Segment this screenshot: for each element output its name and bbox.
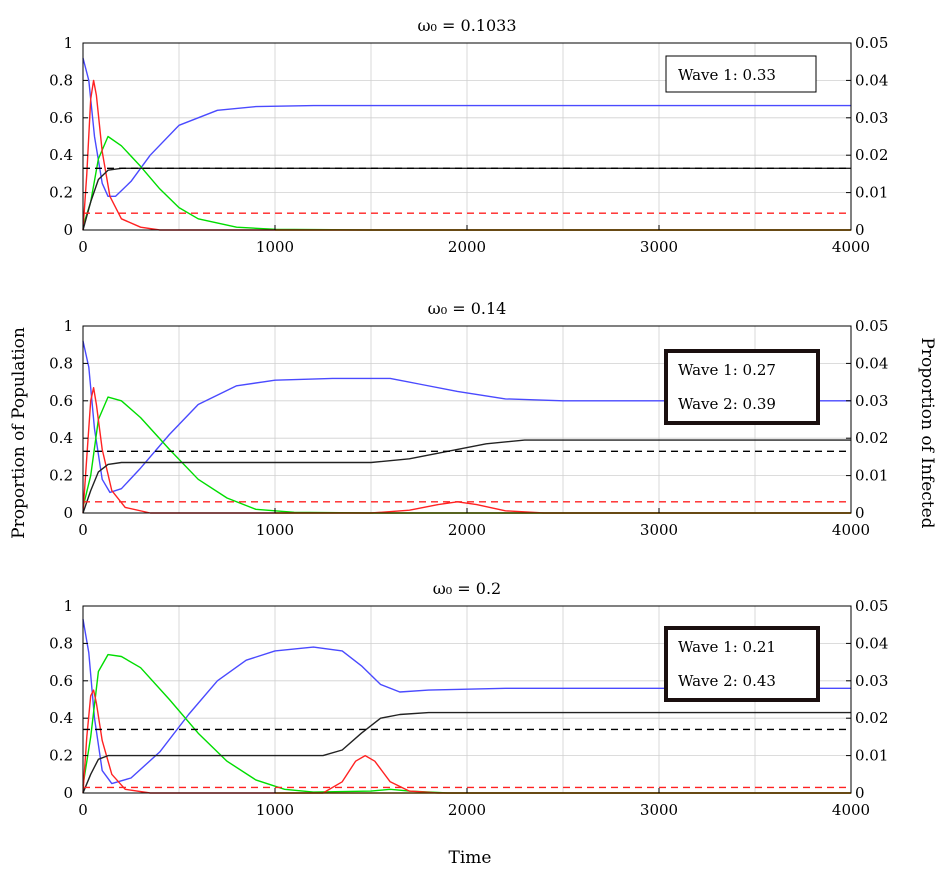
y-tick-label-left: 0.2 (49, 467, 73, 485)
x-axis-label: Time (449, 848, 492, 868)
y-tick-label-right: 0 (855, 504, 865, 522)
annotation-box (665, 55, 817, 93)
x-tick-label: 2000 (448, 521, 486, 539)
y-tick-label-left: 0.6 (49, 672, 73, 690)
y-tick-label-right: 0.01 (855, 184, 888, 202)
y-tick-label-right: 0.03 (855, 109, 888, 127)
x-tick-label: 3000 (640, 521, 678, 539)
y-tick-label-right: 0.04 (855, 354, 888, 372)
x-tick-label: 1000 (256, 801, 294, 819)
series-line-1 (82, 618, 851, 785)
series-line-1 (82, 57, 851, 197)
y-tick-label-left: 0.6 (49, 392, 73, 410)
x-tick-label: 3000 (640, 238, 678, 256)
y-tick-label-left: 0 (63, 221, 73, 239)
y-tick-label-right: 0.02 (855, 709, 888, 727)
y-tick-label-left: 0 (63, 504, 73, 522)
y-tick-label-left: 1 (63, 597, 73, 615)
x-tick-label: 1000 (256, 521, 294, 539)
annotation-box (664, 626, 820, 702)
series-line-2 (82, 653, 851, 794)
y-tick-label-right: 0.02 (855, 429, 888, 447)
y-tick-label-right: 0.01 (855, 467, 888, 485)
y-tick-label-left: 0 (63, 784, 73, 802)
y-tick-label-left: 0.2 (49, 747, 73, 765)
y-tick-label-right: 0.03 (855, 672, 888, 690)
y-axis-label-left: Proportion of Population (9, 327, 29, 539)
series-line-3 (82, 79, 851, 231)
annotation-text: Wave 2: 0.39 (678, 395, 776, 413)
x-tick-label: 3000 (640, 801, 678, 819)
annotation-text: Wave 2: 0.43 (678, 672, 776, 690)
annotation-text: Wave 1: 0.21 (678, 638, 776, 656)
x-tick-label: 2000 (448, 801, 486, 819)
y-tick-label-right: 0 (855, 221, 865, 239)
y-tick-label-left: 1 (63, 34, 73, 52)
chart-title: ω₀ = 0.1033 (417, 16, 516, 35)
series-line-1 (82, 340, 851, 494)
y-tick-label-right: 0.01 (855, 747, 888, 765)
x-tick-label: 0 (78, 801, 88, 819)
y-tick-label-left: 0.2 (49, 184, 73, 202)
x-tick-label: 2000 (448, 238, 486, 256)
y-tick-label-right: 0.05 (855, 597, 888, 615)
chart-title: ω₀ = 0.2 (433, 579, 501, 598)
x-tick-label: 0 (78, 238, 88, 256)
y-tick-label-right: 0.02 (855, 146, 888, 164)
y-axis-label-right: Proportion of Infected (917, 337, 937, 528)
series-line-4 (82, 439, 851, 514)
x-tick-label: 4000 (832, 238, 870, 256)
chart-panel-2: ω₀ = 0.140 1000 2000 3000 400000.20.40.60.81… (49, 299, 888, 539)
y-tick-label-right: 0.05 (855, 34, 888, 52)
y-tick-label-right: 0.05 (855, 317, 888, 335)
x-tick-label: 4000 (832, 521, 870, 539)
y-tick-label-left: 0.6 (49, 109, 73, 127)
y-tick-label-right: 0 (855, 784, 865, 802)
chart-title: ω₀ = 0.14 (428, 299, 507, 318)
annotation-text: Wave 1: 0.27 (678, 361, 776, 379)
x-tick-label: 4000 (832, 801, 870, 819)
annotation-box (664, 349, 820, 425)
x-tick-label: 1000 (256, 238, 294, 256)
y-tick-label-left: 0.4 (49, 429, 73, 447)
y-tick-label-left: 0.8 (49, 71, 73, 89)
y-tick-label-left: 0.4 (49, 146, 73, 164)
y-tick-label-left: 0.8 (49, 634, 73, 652)
series-line-4 (82, 711, 851, 794)
x-tick-label: 0 (78, 521, 88, 539)
y-tick-label-left: 1 (63, 317, 73, 335)
annotation-text: Wave 1: 0.33 (678, 66, 776, 84)
y-tick-label-right: 0.04 (855, 634, 888, 652)
chart-panel-3: ω₀ = 0.20 1000 2000 3000 400000.20.40.60.810… (49, 579, 888, 819)
y-tick-label-left: 0.4 (49, 709, 73, 727)
y-tick-label-left: 0.8 (49, 354, 73, 372)
y-tick-label-right: 0.03 (855, 392, 888, 410)
y-tick-label-right: 0.04 (855, 71, 888, 89)
